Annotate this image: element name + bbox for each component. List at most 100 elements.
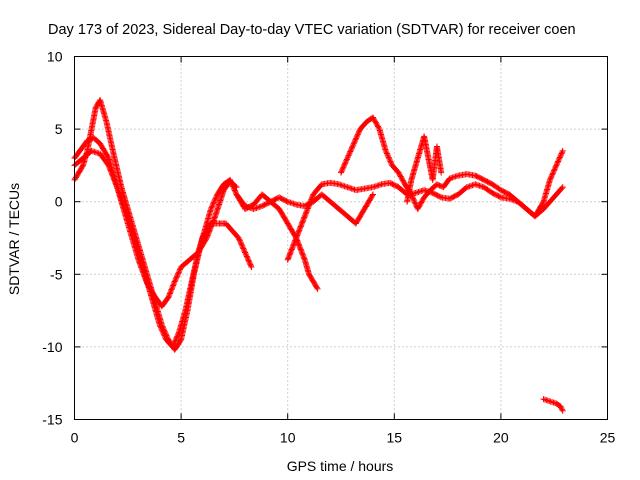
data-point xyxy=(559,407,566,414)
data-point xyxy=(546,176,553,183)
data-point xyxy=(107,166,114,173)
data-point xyxy=(106,163,113,170)
data-point xyxy=(386,155,393,162)
data-point xyxy=(353,135,360,142)
data-point xyxy=(110,175,117,182)
data-point xyxy=(350,140,357,147)
data-point xyxy=(350,141,357,148)
data-point xyxy=(299,250,306,257)
data-point xyxy=(238,241,245,248)
data-point xyxy=(353,134,360,141)
data-point xyxy=(246,258,253,265)
data-point xyxy=(212,196,219,203)
data-point xyxy=(382,147,389,154)
data-point xyxy=(113,182,120,189)
data-point xyxy=(287,249,294,256)
data-point xyxy=(173,335,180,342)
data-point xyxy=(351,137,358,144)
axis-ticks: 0 5 10 15 20 25 -15 -10 -5 0 5 10 xyxy=(42,49,615,446)
data-point xyxy=(167,287,174,294)
data-point xyxy=(286,252,293,259)
data-point xyxy=(300,217,307,224)
data-point xyxy=(435,181,442,188)
data-point xyxy=(165,294,172,301)
data-point xyxy=(298,247,305,254)
data-point xyxy=(554,159,561,166)
data-point xyxy=(173,334,180,341)
data-point xyxy=(300,254,307,261)
x-tick-label: 10 xyxy=(280,430,296,446)
series-arc-1 xyxy=(71,134,240,310)
data-point xyxy=(372,118,379,125)
data-point xyxy=(108,168,115,175)
data-point xyxy=(299,219,306,226)
data-point xyxy=(169,343,176,350)
data-point xyxy=(303,208,310,215)
data-point xyxy=(298,220,305,227)
data-point xyxy=(354,131,361,138)
data-point xyxy=(172,337,179,344)
data-point xyxy=(346,151,353,158)
data-point xyxy=(369,114,376,121)
data-point xyxy=(410,195,417,202)
data-point xyxy=(418,199,425,206)
data-point xyxy=(555,158,562,165)
data-point xyxy=(558,185,565,192)
x-tick-label: 5 xyxy=(177,430,185,446)
data-point xyxy=(296,243,303,250)
data-points xyxy=(71,97,566,414)
data-point xyxy=(419,196,426,203)
data-point xyxy=(171,279,178,286)
series-arc-7 xyxy=(404,133,445,205)
data-point xyxy=(156,322,163,329)
data-point xyxy=(210,200,217,207)
data-point xyxy=(172,277,179,284)
data-point xyxy=(170,341,177,348)
data-point xyxy=(411,199,418,206)
data-point xyxy=(375,124,382,131)
data-point xyxy=(297,224,304,231)
data-point xyxy=(385,153,392,160)
data-point xyxy=(386,157,393,164)
y-tick-label: 0 xyxy=(55,194,63,210)
data-point xyxy=(110,173,117,180)
y-tick-label: 10 xyxy=(47,49,63,65)
y-axis-label: SDTVAR / TECUs xyxy=(6,183,22,295)
data-point xyxy=(112,180,119,187)
data-point xyxy=(438,169,445,176)
data-point xyxy=(207,205,214,212)
data-point xyxy=(290,242,297,249)
data-point xyxy=(300,252,307,259)
x-tick-label: 25 xyxy=(600,430,616,446)
data-point xyxy=(347,148,354,155)
y-tick-label: -10 xyxy=(42,339,62,355)
series-arc-8 xyxy=(540,396,566,414)
data-point xyxy=(165,293,172,300)
data-point xyxy=(558,404,565,411)
data-point xyxy=(211,198,218,205)
data-point xyxy=(240,245,247,252)
data-point xyxy=(415,204,422,211)
data-point xyxy=(213,194,220,201)
x-tick-label: 0 xyxy=(71,430,79,446)
data-point xyxy=(247,261,254,268)
data-point xyxy=(384,151,391,158)
data-point xyxy=(174,333,181,340)
data-point xyxy=(552,163,559,170)
data-point xyxy=(399,176,406,183)
data-point xyxy=(159,327,166,334)
data-point xyxy=(300,215,307,222)
data-point xyxy=(399,177,406,184)
data-point xyxy=(175,269,182,276)
data-point xyxy=(112,179,119,186)
data-point xyxy=(241,248,248,255)
data-point xyxy=(228,180,235,187)
data-point xyxy=(313,284,320,291)
data-point xyxy=(396,172,403,179)
data-point xyxy=(231,187,238,194)
data-point xyxy=(304,205,311,212)
data-point xyxy=(559,184,566,191)
data-point xyxy=(291,240,298,247)
data-point xyxy=(340,164,347,171)
